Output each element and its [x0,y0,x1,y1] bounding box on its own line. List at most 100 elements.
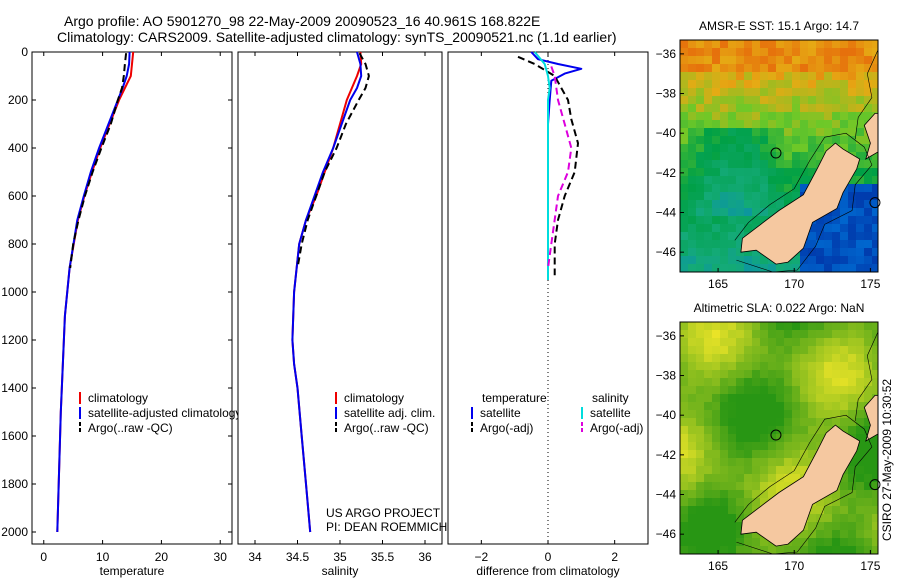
argo-float-marker [770,147,782,159]
map-cell [784,426,792,434]
map-cell [712,530,720,538]
map-cell [872,232,878,240]
map-cell [808,530,816,538]
map-cell [752,338,760,346]
map-cell [864,378,872,386]
map-cell [872,248,878,256]
map-cell [856,402,864,410]
map-cell [720,450,728,458]
map-cell [752,538,760,546]
map-cell [784,160,792,168]
map-cell [728,64,736,72]
map-cell [872,546,878,554]
map-cell [840,490,848,498]
legend-label: Argo(..raw -QC) [344,421,429,435]
map-cell [784,136,792,144]
map-cell [696,96,704,104]
map-cell [792,458,800,466]
map-cell [856,184,864,192]
map-cell [784,346,792,354]
map-cell [688,426,696,434]
map-cell [688,160,696,168]
map-cell [720,530,728,538]
map-cell [872,48,878,56]
map-cell [832,530,840,538]
map-cell [832,104,840,112]
map-cell [776,346,784,354]
map-cell [680,216,688,224]
map-cell [768,136,776,144]
map-cell [728,378,736,386]
map-cell [712,354,720,362]
map-cell [816,338,824,346]
map-cell [712,104,720,112]
map-cell [760,450,768,458]
map-cell [792,426,800,434]
map-cell [872,322,878,330]
map-cell [848,546,856,554]
map-cell [792,466,800,474]
map-cell [680,112,688,120]
map-cell [720,56,728,64]
map-cell [784,418,792,426]
map-cell [792,450,800,458]
map-cell [760,208,768,216]
map-cell [728,88,736,96]
map-cell [688,450,696,458]
map-cell [816,346,824,354]
map-cell [696,40,704,48]
map-cell [720,120,728,128]
map-cell [688,248,696,256]
north-island-landmass [863,113,878,160]
map-cell [736,128,744,136]
map-cell [800,96,808,104]
x-tick-label: 165 [708,559,728,573]
map-cell [784,378,792,386]
map-cell [736,72,744,80]
map-cell [840,322,848,330]
map-cell [832,330,840,338]
map-cell [864,330,872,338]
map-cell [688,538,696,546]
map-cell [752,208,760,216]
map-cell [752,64,760,72]
map-cell [688,466,696,474]
map-cell [840,128,848,136]
map-cell [792,434,800,442]
map-cell [792,56,800,64]
map-cell [704,256,712,264]
map-cell [856,394,864,402]
map-cell [744,136,752,144]
map-cell [864,466,872,474]
map-cell [840,40,848,48]
map-cell [848,80,856,88]
map-cell [800,402,808,410]
map-cell [872,40,878,48]
map-cell [832,120,840,128]
map-cell [712,386,720,394]
map-cell [856,200,864,208]
map-cell [768,410,776,418]
map-cell [768,120,776,128]
map-cell [704,152,712,160]
map-cell [784,402,792,410]
map-cell [712,514,720,522]
map-cell [768,362,776,370]
map-cell [696,192,704,200]
map-cell [720,88,728,96]
map-cell [768,160,776,168]
map-cell [856,232,864,240]
y-tick-label: 1000 [1,285,28,299]
map-cell [696,370,704,378]
map-cell [792,354,800,362]
map-cell [760,482,768,490]
map-cell [824,410,832,418]
map-cell [808,322,816,330]
map-cell [768,144,776,152]
legend-label: climatology [88,391,148,405]
map-cell [736,184,744,192]
map-cell [760,64,768,72]
map-cell [744,208,752,216]
map-cell [808,418,816,426]
map-cell [848,346,856,354]
